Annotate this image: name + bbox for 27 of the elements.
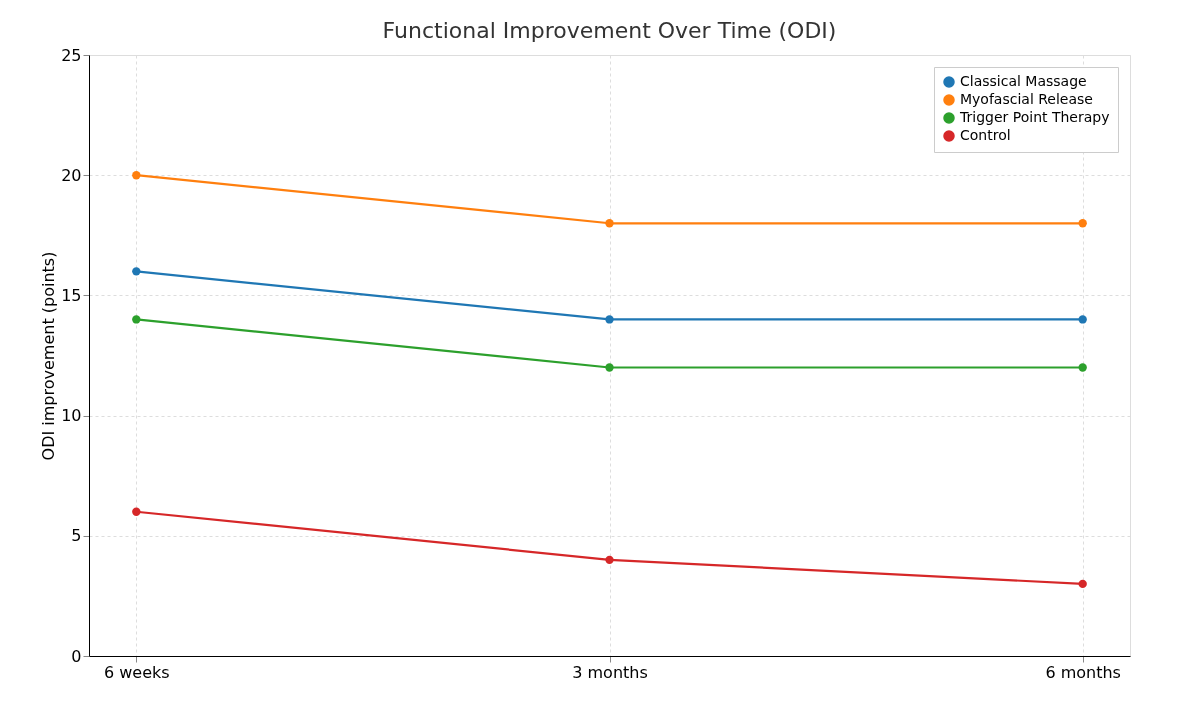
point	[1078, 315, 1087, 324]
y-tick-label: 15	[61, 285, 82, 305]
y-tick-label: 5	[71, 526, 82, 546]
point	[605, 315, 614, 324]
point	[132, 267, 141, 276]
point	[132, 315, 141, 324]
y-tick-label: 0	[71, 646, 82, 666]
point	[132, 507, 141, 516]
x-tick-label: 3 months	[572, 662, 648, 682]
legend-label: Classical Massage	[960, 73, 1087, 89]
point	[605, 219, 614, 228]
point	[1078, 579, 1087, 589]
point	[1078, 219, 1087, 228]
point	[1078, 363, 1087, 372]
chart-title: Functional Improvement Over Time (ODI)	[382, 18, 837, 43]
legend-label: Myofascial Release	[960, 91, 1093, 107]
y-tick-label: 20	[61, 165, 82, 185]
x-tick-label: 6 weeks	[104, 662, 170, 682]
y-tick-label: 25	[61, 45, 82, 65]
y-axis-title: ODI improvement (points)	[39, 251, 59, 461]
point	[605, 555, 614, 565]
point	[605, 363, 614, 372]
x-tick-label: 6 months	[1045, 662, 1121, 682]
legend-label: Trigger Point Therapy	[959, 109, 1110, 125]
y-tick-label: 10	[61, 406, 82, 426]
legend-label: Control	[960, 127, 1011, 143]
point	[132, 171, 141, 180]
